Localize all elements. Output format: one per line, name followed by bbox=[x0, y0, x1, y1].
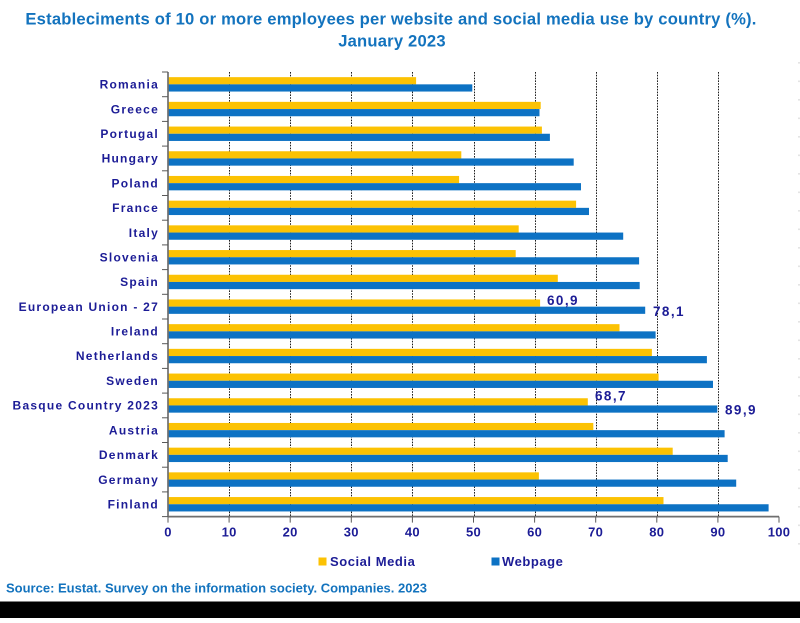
svg-text:80: 80 bbox=[649, 525, 664, 540]
svg-text:Netherlands: Netherlands bbox=[76, 349, 159, 363]
svg-text:40: 40 bbox=[405, 525, 420, 540]
svg-text:30: 30 bbox=[344, 525, 359, 540]
svg-text:Sweden: Sweden bbox=[106, 374, 159, 388]
svg-text:Ireland: Ireland bbox=[111, 325, 159, 339]
svg-text:Webpage: Webpage bbox=[502, 554, 563, 569]
svg-text:Spain: Spain bbox=[120, 275, 159, 289]
svg-text:Italy: Italy bbox=[129, 226, 159, 240]
svg-text:68,7: 68,7 bbox=[595, 389, 627, 404]
svg-text:50: 50 bbox=[466, 525, 481, 540]
svg-text:Denmark: Denmark bbox=[99, 448, 159, 462]
svg-text:10: 10 bbox=[222, 525, 237, 540]
svg-text:78,1: 78,1 bbox=[653, 304, 685, 319]
svg-text:60: 60 bbox=[527, 525, 542, 540]
svg-text:Estableciments of 10 or more e: Estableciments of 10 or more employees p… bbox=[25, 10, 756, 29]
svg-text:20: 20 bbox=[283, 525, 298, 540]
svg-text:European Union - 27: European Union - 27 bbox=[19, 300, 159, 314]
svg-text:Hungary: Hungary bbox=[102, 152, 159, 166]
svg-text:Social Media: Social Media bbox=[330, 554, 416, 569]
svg-text:0: 0 bbox=[164, 525, 172, 540]
svg-text:Source: Eustat. Survey on the: Source: Eustat. Survey on the informatio… bbox=[6, 581, 427, 596]
svg-text:January 2023: January 2023 bbox=[338, 32, 446, 51]
svg-text:100: 100 bbox=[768, 525, 791, 540]
svg-text:89,9: 89,9 bbox=[725, 402, 757, 417]
svg-text:Portugal: Portugal bbox=[100, 127, 159, 141]
svg-text:Austria: Austria bbox=[109, 423, 159, 437]
svg-text:Germany: Germany bbox=[98, 473, 159, 487]
svg-text:Finland: Finland bbox=[108, 498, 159, 512]
svg-text:Greece: Greece bbox=[111, 102, 159, 116]
svg-text:Poland: Poland bbox=[111, 176, 159, 190]
svg-text:90: 90 bbox=[710, 525, 725, 540]
svg-text:60,9: 60,9 bbox=[547, 293, 579, 308]
svg-text:70: 70 bbox=[588, 525, 603, 540]
svg-text:Romania: Romania bbox=[100, 78, 159, 92]
svg-text:Basque Country 2023: Basque Country 2023 bbox=[13, 399, 159, 413]
svg-text:France: France bbox=[112, 201, 159, 215]
svg-text:Slovenia: Slovenia bbox=[100, 250, 159, 264]
